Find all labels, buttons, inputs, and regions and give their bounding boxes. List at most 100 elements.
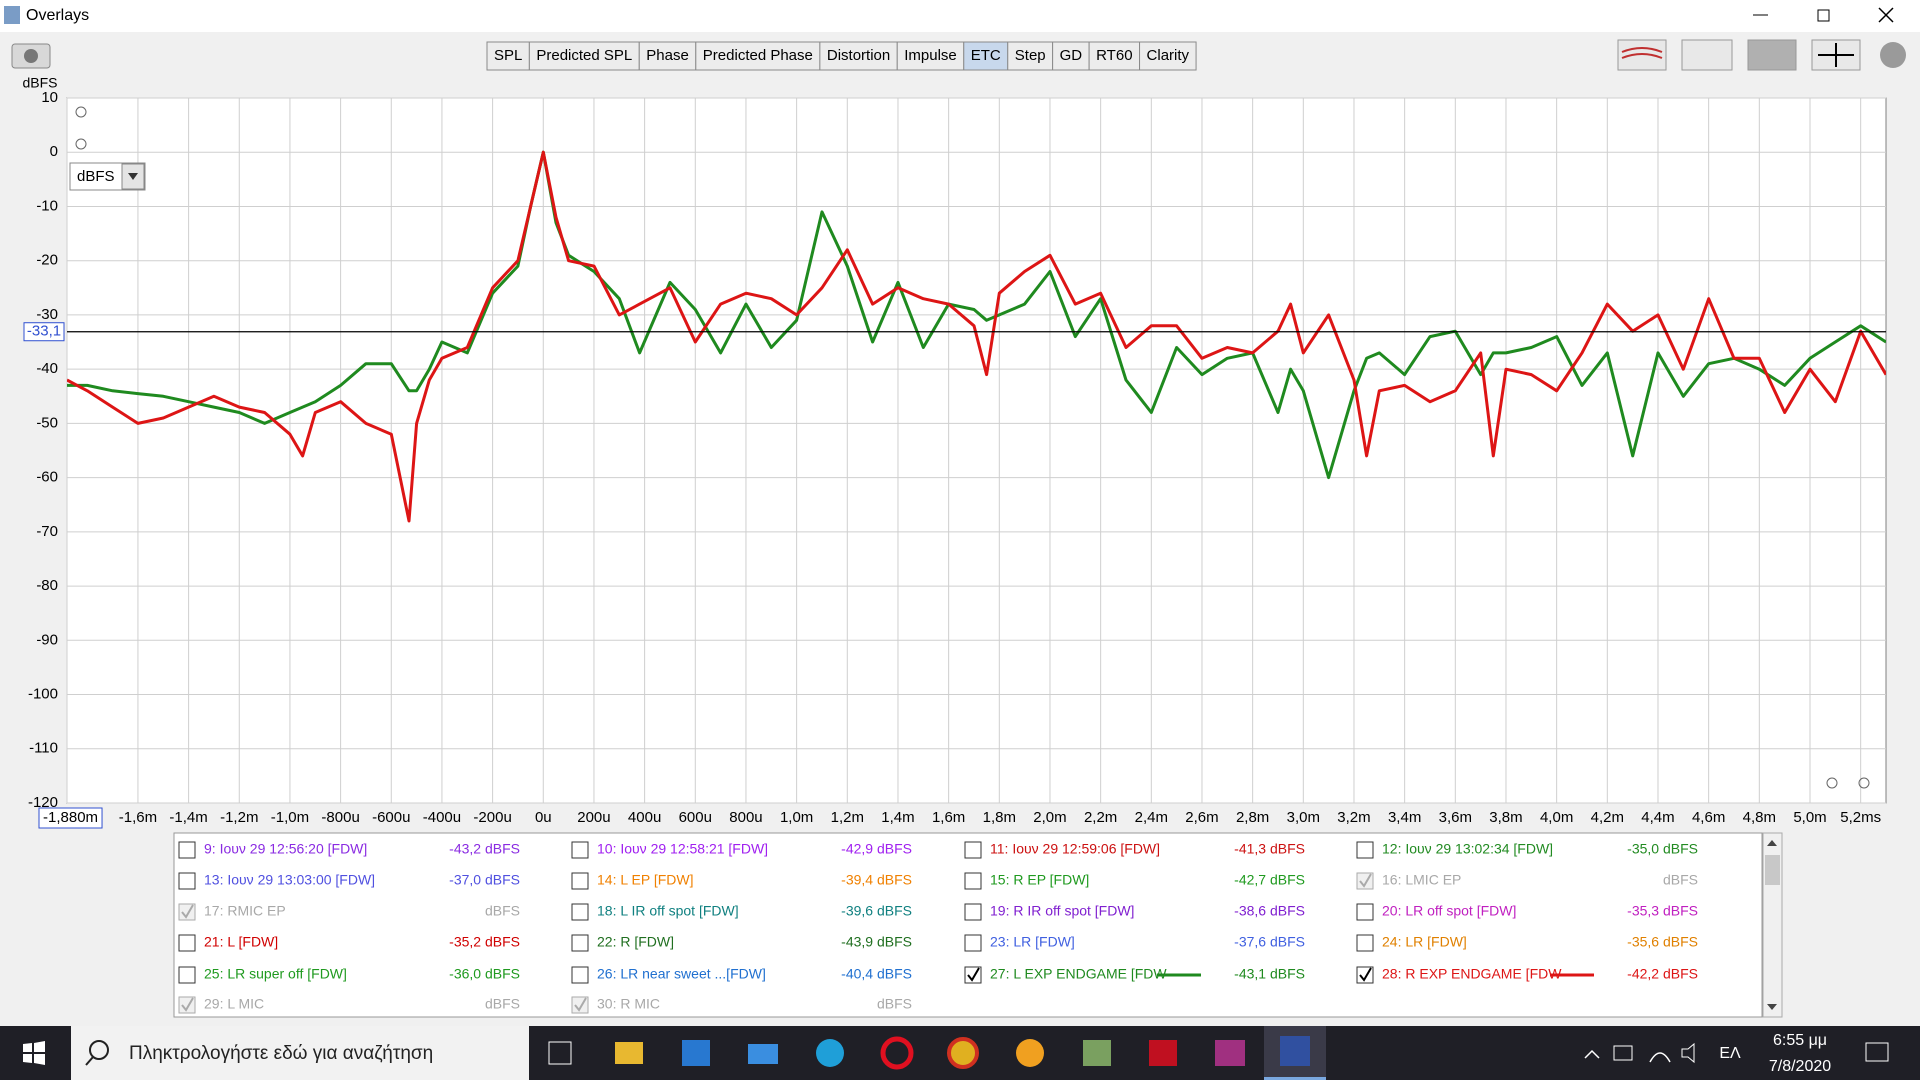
search-icon [89,1040,109,1060]
legend: 9: Ιουν 29 12:56:20 [FDW] -43,2 dBFS 10: Ι… [178,841,1698,1014]
x-tick-label: 0u [535,809,552,826]
tab-button[interactable] [638,41,697,71]
clock-time[interactable]: 6:55 μμ [1773,1032,1827,1049]
rew-app[interactable] [1280,1036,1310,1066]
checkbox[interactable] [964,934,982,952]
checkbox[interactable] [964,872,982,890]
checkbox[interactable] [1356,934,1374,952]
legend-value: -35,3 dBFS [1627,903,1698,919]
x-tick-label: -1,2m [220,809,258,826]
cursor-label: -33,1 [27,323,61,340]
x-tick-label: 1,4m [881,809,914,826]
legend-name: 24: LR [FDW] [1382,934,1467,950]
app-icon-3[interactable] [1149,1040,1177,1066]
browser-app[interactable] [1016,1039,1044,1067]
legend-name: 22: R [FDW] [597,934,674,950]
checkbox[interactable] [178,934,196,952]
search-box[interactable] [71,1026,529,1080]
store-app[interactable] [682,1040,710,1066]
search-placeholder: Πληκτρολογήστε εδώ για αναζήτηση [129,1043,433,1064]
legend-name: 11: Ιουν 29 12:59:06 [FDW] [990,841,1160,857]
tab-button[interactable] [1139,41,1197,71]
checkbox[interactable] [1356,903,1374,921]
mail-app[interactable] [748,1044,778,1064]
legend-value: -36,0 dBFS [449,966,520,982]
notifications-button[interactable] [1865,1042,1889,1062]
legend-name: 12: Ιουν 29 13:02:34 [FDW] [1382,841,1553,857]
legend-name: 19: R IR off spot [FDW] [990,903,1134,919]
tab-label: Step [1015,47,1046,64]
legend-name: 25: LR super off [FDW] [204,966,347,982]
task-view[interactable] [548,1041,572,1065]
legend-name: 23: LR [FDW] [990,934,1075,950]
checkbox[interactable] [571,903,589,921]
legend-panel [173,832,1763,1018]
y-axis-label: dBFS [22,75,57,91]
tab-label: Distortion [827,47,890,64]
checkbox[interactable] [178,966,196,984]
chrome-app[interactable] [947,1037,979,1069]
y-tick-label: -110 [29,740,58,757]
checkbox[interactable] [178,841,196,859]
zoom-out-icon[interactable] [75,138,87,150]
camera-icon [24,49,38,63]
legend-value: dBFS [877,996,912,1012]
close-button[interactable] [1878,7,1894,23]
checkbox[interactable] [571,841,589,859]
x-tick-label: -1,4m [169,809,207,826]
wifi-icon[interactable] [1649,1052,1671,1063]
legend-name: 28: R EXP ENDGAME [FDW [1382,966,1562,982]
series-line [67,150,1886,480]
series-group [67,150,1886,523]
edge-app[interactable] [816,1039,844,1067]
limits-button[interactable] [1681,39,1733,71]
tab-button[interactable] [528,41,640,71]
tab-button[interactable] [486,41,530,71]
zoom-in-icon[interactable] [75,106,87,118]
x-zoom-out-icon[interactable] [1826,777,1838,789]
explorer-app[interactable] [615,1042,643,1064]
legend-value: dBFS [485,996,520,1012]
toolbar-right [1617,39,1906,71]
start-button[interactable] [23,1041,45,1065]
scrollbar-thumb[interactable] [1765,855,1780,885]
legend-value: -42,9 dBFS [841,841,912,857]
legend-value: -40,4 dBFS [841,966,912,982]
tray-chevron[interactable] [1584,1049,1600,1059]
clock-date[interactable]: 7/8/2020 [1769,1058,1831,1075]
tab-button[interactable] [896,41,965,71]
x-tick-label: -1,6m [119,809,157,826]
legend-value: dBFS [485,903,520,919]
winrar-app[interactable] [1215,1040,1245,1066]
tab-button[interactable] [1007,41,1054,71]
checkbox[interactable] [964,903,982,921]
checkbox[interactable] [571,934,589,952]
app-icon-2[interactable] [1083,1040,1111,1066]
tab-button[interactable] [1088,41,1141,71]
tab-bar: SPL Predicted SPL Phase Predicted Phase Dist… [486,41,1197,71]
x-tick-label: 4,4m [1641,809,1674,826]
language-indicator[interactable]: ΕΛ [1719,1045,1741,1062]
y-tick-label: -70 [36,523,58,540]
checkbox[interactable] [178,872,196,890]
legend-value: -42,2 dBFS [1627,966,1698,982]
opera-app[interactable] [880,1036,914,1070]
legend-value: -38,6 dBFS [1234,903,1305,919]
tray-icon[interactable] [1613,1045,1633,1061]
restore-button[interactable] [1817,9,1830,22]
checkbox[interactable] [571,872,589,890]
x-tick-label: 5,2ms [1840,809,1881,826]
checkmark [1359,967,1372,982]
x-zoom-in-icon[interactable] [1858,777,1870,789]
legend-value: -35,0 dBFS [1627,841,1698,857]
volume-icon[interactable] [1681,1042,1695,1064]
legend-button[interactable] [1747,39,1797,71]
tab-label: Predicted SPL [536,47,632,64]
settings-button[interactable] [1880,42,1906,68]
checkbox[interactable] [1356,841,1374,859]
x-tick-label: -200u [473,809,511,826]
y-tick-label: 0 [50,143,58,160]
fit-icon [1818,43,1854,67]
checkbox[interactable] [571,966,589,984]
checkbox[interactable] [964,841,982,859]
